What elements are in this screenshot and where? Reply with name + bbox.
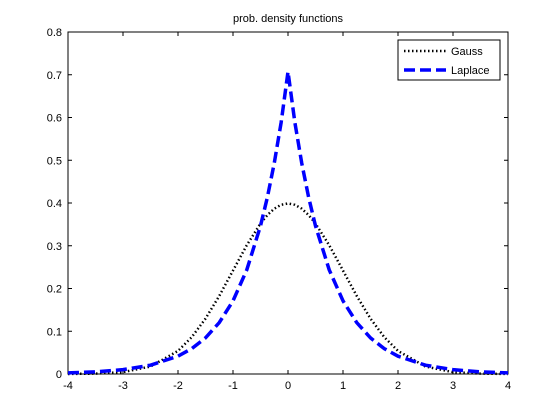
x-tick-label: 3: [450, 380, 456, 392]
y-tick-label: 0.5: [47, 155, 62, 167]
x-tick-label: -2: [173, 380, 183, 392]
chart-title: prob. density functions: [233, 13, 344, 25]
y-tick-label: 0.6: [47, 113, 62, 125]
x-tick-label: 1: [340, 380, 346, 392]
y-tick-label: 0.7: [47, 70, 62, 82]
legend: Gauss Laplace: [398, 40, 500, 80]
x-tick-label: 2: [395, 380, 401, 392]
y-tick-label: 0.2: [47, 284, 62, 296]
y-tick-label: 0.4: [47, 198, 62, 210]
x-tick-label: 0: [285, 380, 291, 392]
x-tick-label: -1: [228, 380, 238, 392]
legend-label-gauss: Gauss: [451, 46, 483, 58]
x-tick-label: -4: [63, 380, 73, 392]
x-tick-label: -3: [118, 380, 128, 392]
y-tick-label: 0: [56, 369, 62, 381]
y-tick-label: 0.3: [47, 241, 62, 253]
legend-label-laplace: Laplace: [451, 65, 490, 77]
x-tick-label: 4: [505, 380, 511, 392]
y-tick-label: 0.8: [47, 27, 62, 39]
y-tick-label: 0.1: [47, 326, 62, 338]
